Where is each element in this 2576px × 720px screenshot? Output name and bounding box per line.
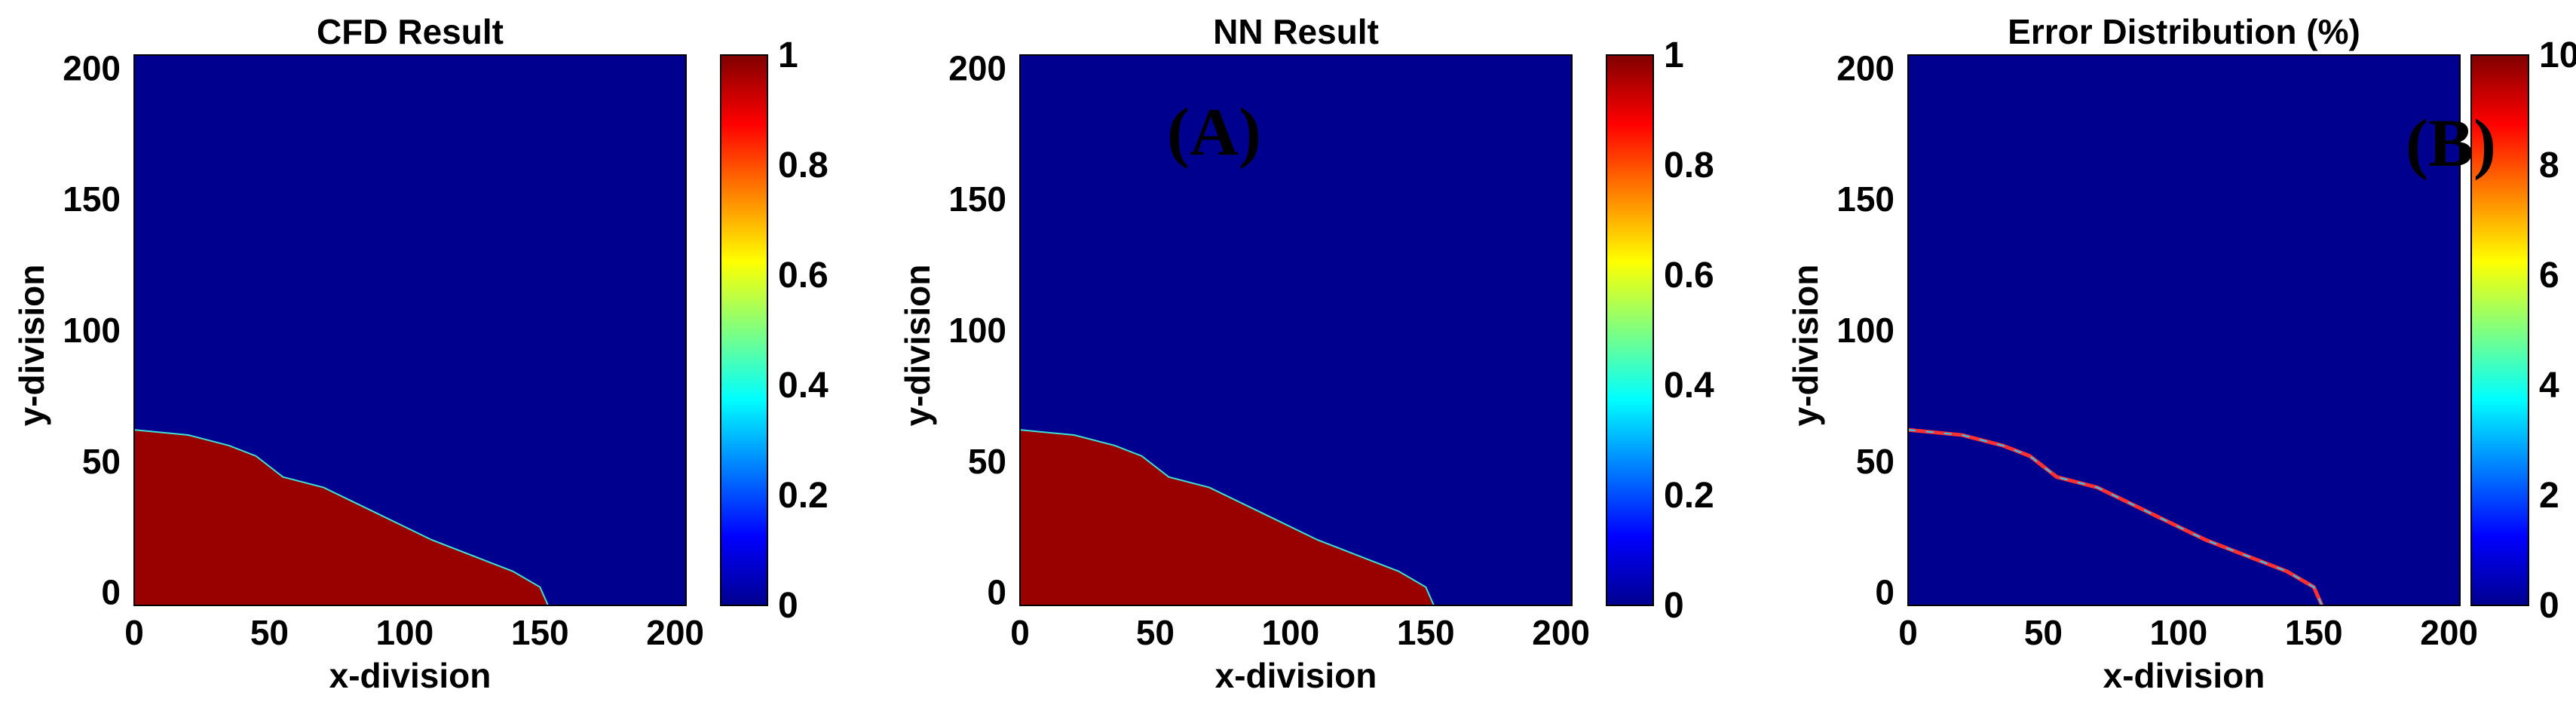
y-axis-label: y-division (12, 265, 51, 427)
colorbar-tick-label: 0.8 (1664, 146, 1714, 185)
colorbar-tick-label: 0 (1664, 586, 1684, 626)
x-tick-label: 200 (2420, 613, 2478, 652)
x-tick-label: 100 (1261, 613, 1319, 652)
panel-annotation: (A) (1167, 95, 1261, 170)
y-tick-label: 0 (101, 573, 121, 612)
x-tick-label: 150 (1397, 613, 1455, 652)
chart-title: Error Distribution (%) (2008, 12, 2360, 51)
chart-panel-1: 0 50 100 150 200 0 50 100 150 200 CFD Result x-divi… (12, 12, 829, 695)
y-tick-label: 150 (63, 179, 121, 219)
x-tick-label: 100 (2149, 613, 2207, 652)
x-tick-label: 200 (1532, 613, 1590, 652)
filled-region (1020, 430, 1434, 605)
x-tick-label: 100 (375, 613, 433, 652)
colorbar (720, 54, 768, 606)
filled-region (134, 430, 548, 605)
x-axis-label: x-division (1215, 656, 1377, 695)
colorbar-tick-label: 0.4 (778, 366, 829, 406)
y-tick-label: 200 (1836, 48, 1894, 87)
x-tick-label: 0 (1898, 613, 1918, 652)
colorbar (1606, 54, 1654, 606)
x-tick-label: 150 (511, 613, 569, 652)
colorbar-tick-label: 10 (2539, 35, 2576, 75)
panel-annotation: (B) (2406, 106, 2496, 181)
colorbar-tick-label: 0.4 (1664, 366, 1714, 406)
x-tick-label: 50 (250, 613, 289, 652)
colorbar-tick-label: 4 (2539, 366, 2559, 406)
y-tick-label: 0 (987, 573, 1006, 612)
y-tick-label: 150 (1836, 179, 1894, 219)
y-tick-label: 100 (948, 311, 1006, 350)
x-tick-label: 150 (2285, 613, 2343, 652)
axes-frame (1907, 54, 2461, 606)
y-tick-label: 200 (948, 48, 1006, 87)
y-axis-label: y-division (1786, 265, 1825, 427)
axes-frame (1019, 54, 1573, 606)
error-curve-highlight (1907, 429, 2323, 606)
y-tick-label: 0 (1875, 573, 1894, 612)
chart-title: NN Result (1213, 12, 1379, 51)
x-tick-label: 200 (646, 613, 704, 652)
plot-area (1908, 55, 2460, 605)
colorbar-tick-label: 0.2 (1664, 476, 1714, 516)
chart-panel-2: 0 50 100 150 200 0 50 100 150 200 NN Result x-divis… (898, 12, 1714, 695)
x-tick-label: 50 (1136, 613, 1175, 652)
colorbar-tick-label: 6 (2539, 256, 2559, 296)
x-tick-label: 0 (124, 613, 144, 652)
colorbar-tick-label: 1 (778, 35, 798, 75)
x-tick-label: 50 (2024, 613, 2063, 652)
x-tick-label: 0 (1010, 613, 1030, 652)
colorbar (2470, 54, 2529, 606)
colorbar-tick-label: 8 (2539, 146, 2559, 185)
interface-line (1019, 429, 1435, 606)
y-axis-label: y-division (898, 265, 937, 427)
y-tick-label: 50 (968, 442, 1006, 481)
colorbar-tick-label: 0 (778, 586, 798, 626)
colorbar-tick-label: 1 (1664, 35, 1684, 75)
colorbar-tick-label: 0.2 (778, 476, 829, 516)
y-tick-label: 50 (82, 442, 121, 481)
y-tick-label: 200 (63, 48, 121, 87)
colorbar-tick-label: 2 (2539, 476, 2559, 516)
y-tick-label: 150 (948, 179, 1006, 219)
colorbar-tick-label: 0 (2539, 586, 2559, 626)
y-tick-label: 50 (1856, 442, 1894, 481)
y-tick-label: 100 (1836, 311, 1894, 350)
colorbar-tick-label: 0.6 (778, 256, 829, 296)
x-axis-label: x-division (2103, 656, 2265, 695)
axes-frame (133, 54, 687, 606)
colorbar-tick-label: 0.8 (778, 146, 829, 185)
y-tick-label: 100 (63, 311, 121, 350)
interface-line (133, 429, 549, 606)
x-axis-label: x-division (329, 656, 492, 695)
colorbar-tick-label: 0.6 (1664, 256, 1714, 296)
chart-title: CFD Result (317, 12, 504, 51)
